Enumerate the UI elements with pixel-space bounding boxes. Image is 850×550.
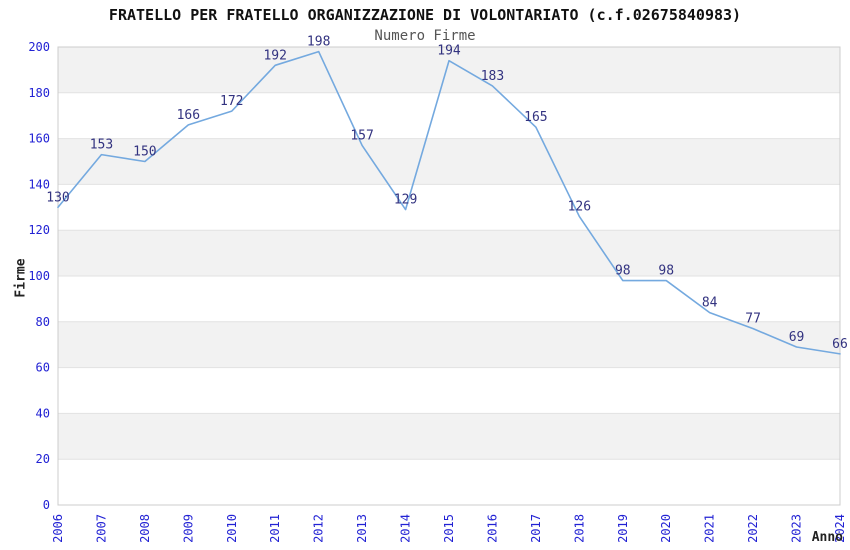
x-tick-label: 2021 (703, 514, 717, 543)
x-tick-label: 2010 (225, 514, 239, 543)
y-axis-title: Firme (13, 258, 29, 298)
data-label: 172 (220, 94, 243, 109)
series-line (57, 50, 841, 355)
y-tick-label: 180 (28, 86, 50, 100)
data-label: 126 (568, 199, 591, 214)
data-label: 77 (745, 312, 761, 327)
data-label: 69 (789, 330, 805, 345)
y-tick-label: 0 (43, 498, 50, 512)
y-tick-label: 100 (28, 269, 50, 283)
data-label: 166 (177, 108, 200, 123)
plot-band (58, 321, 840, 368)
chart-title: FRATELLO PER FRATELLO ORGANIZZAZIONE DI … (108, 6, 742, 24)
x-tick-label: 2014 (399, 514, 413, 543)
x-tick-label: 2015 (442, 514, 456, 543)
y-tick-label: 140 (28, 177, 50, 191)
data-label: 129 (394, 193, 417, 208)
data-label: 98 (615, 264, 631, 279)
plot-band (58, 138, 840, 185)
chart-subtitle: Numero Firme (374, 28, 476, 44)
y-tick-label: 60 (36, 361, 50, 375)
x-tick-label: 2012 (312, 514, 326, 543)
x-tick-label: 2017 (529, 514, 543, 543)
plot-band (58, 230, 840, 276)
x-tick-label: 2019 (616, 514, 630, 543)
y-tick-label: 120 (28, 223, 50, 237)
x-tick-label: 2013 (355, 514, 369, 543)
data-label: 194 (437, 44, 461, 59)
x-tick-label: 2022 (746, 514, 760, 543)
data-label: 130 (46, 190, 69, 205)
x-tick-label: 2020 (659, 514, 673, 543)
data-label: 192 (263, 48, 286, 63)
data-label: 98 (658, 264, 674, 279)
y-tick-label: 80 (36, 315, 50, 329)
plot-border (57, 46, 841, 506)
x-tick-label: 2023 (790, 514, 804, 543)
x-tick-label: 2007 (94, 514, 108, 543)
y-tick-label: 40 (36, 406, 50, 420)
x-tick-label: 2016 (485, 514, 499, 543)
x-tick-label: 2018 (572, 514, 586, 543)
x-tick-label: 2006 (51, 514, 65, 543)
y-tick-label: 160 (28, 132, 50, 146)
data-label: 84 (702, 296, 718, 311)
data-label: 183 (481, 69, 504, 84)
plot-band (58, 47, 840, 93)
data-label: 157 (350, 128, 373, 143)
x-tick-label: 2011 (268, 514, 282, 543)
data-label: 165 (524, 110, 547, 125)
y-tick-label: 200 (28, 40, 50, 54)
x-tick-label: 2009 (181, 514, 195, 543)
plot-band (58, 413, 840, 460)
x-axis-title: Anno (811, 530, 843, 545)
x-tick-label: 2024 (833, 514, 847, 543)
data-label: 153 (90, 138, 113, 153)
data-label: 66 (832, 337, 848, 352)
y-tick-label: 20 (36, 452, 50, 466)
data-label: 150 (133, 145, 156, 160)
x-tick-label: 2008 (138, 514, 152, 543)
data-label: 198 (307, 35, 330, 50)
